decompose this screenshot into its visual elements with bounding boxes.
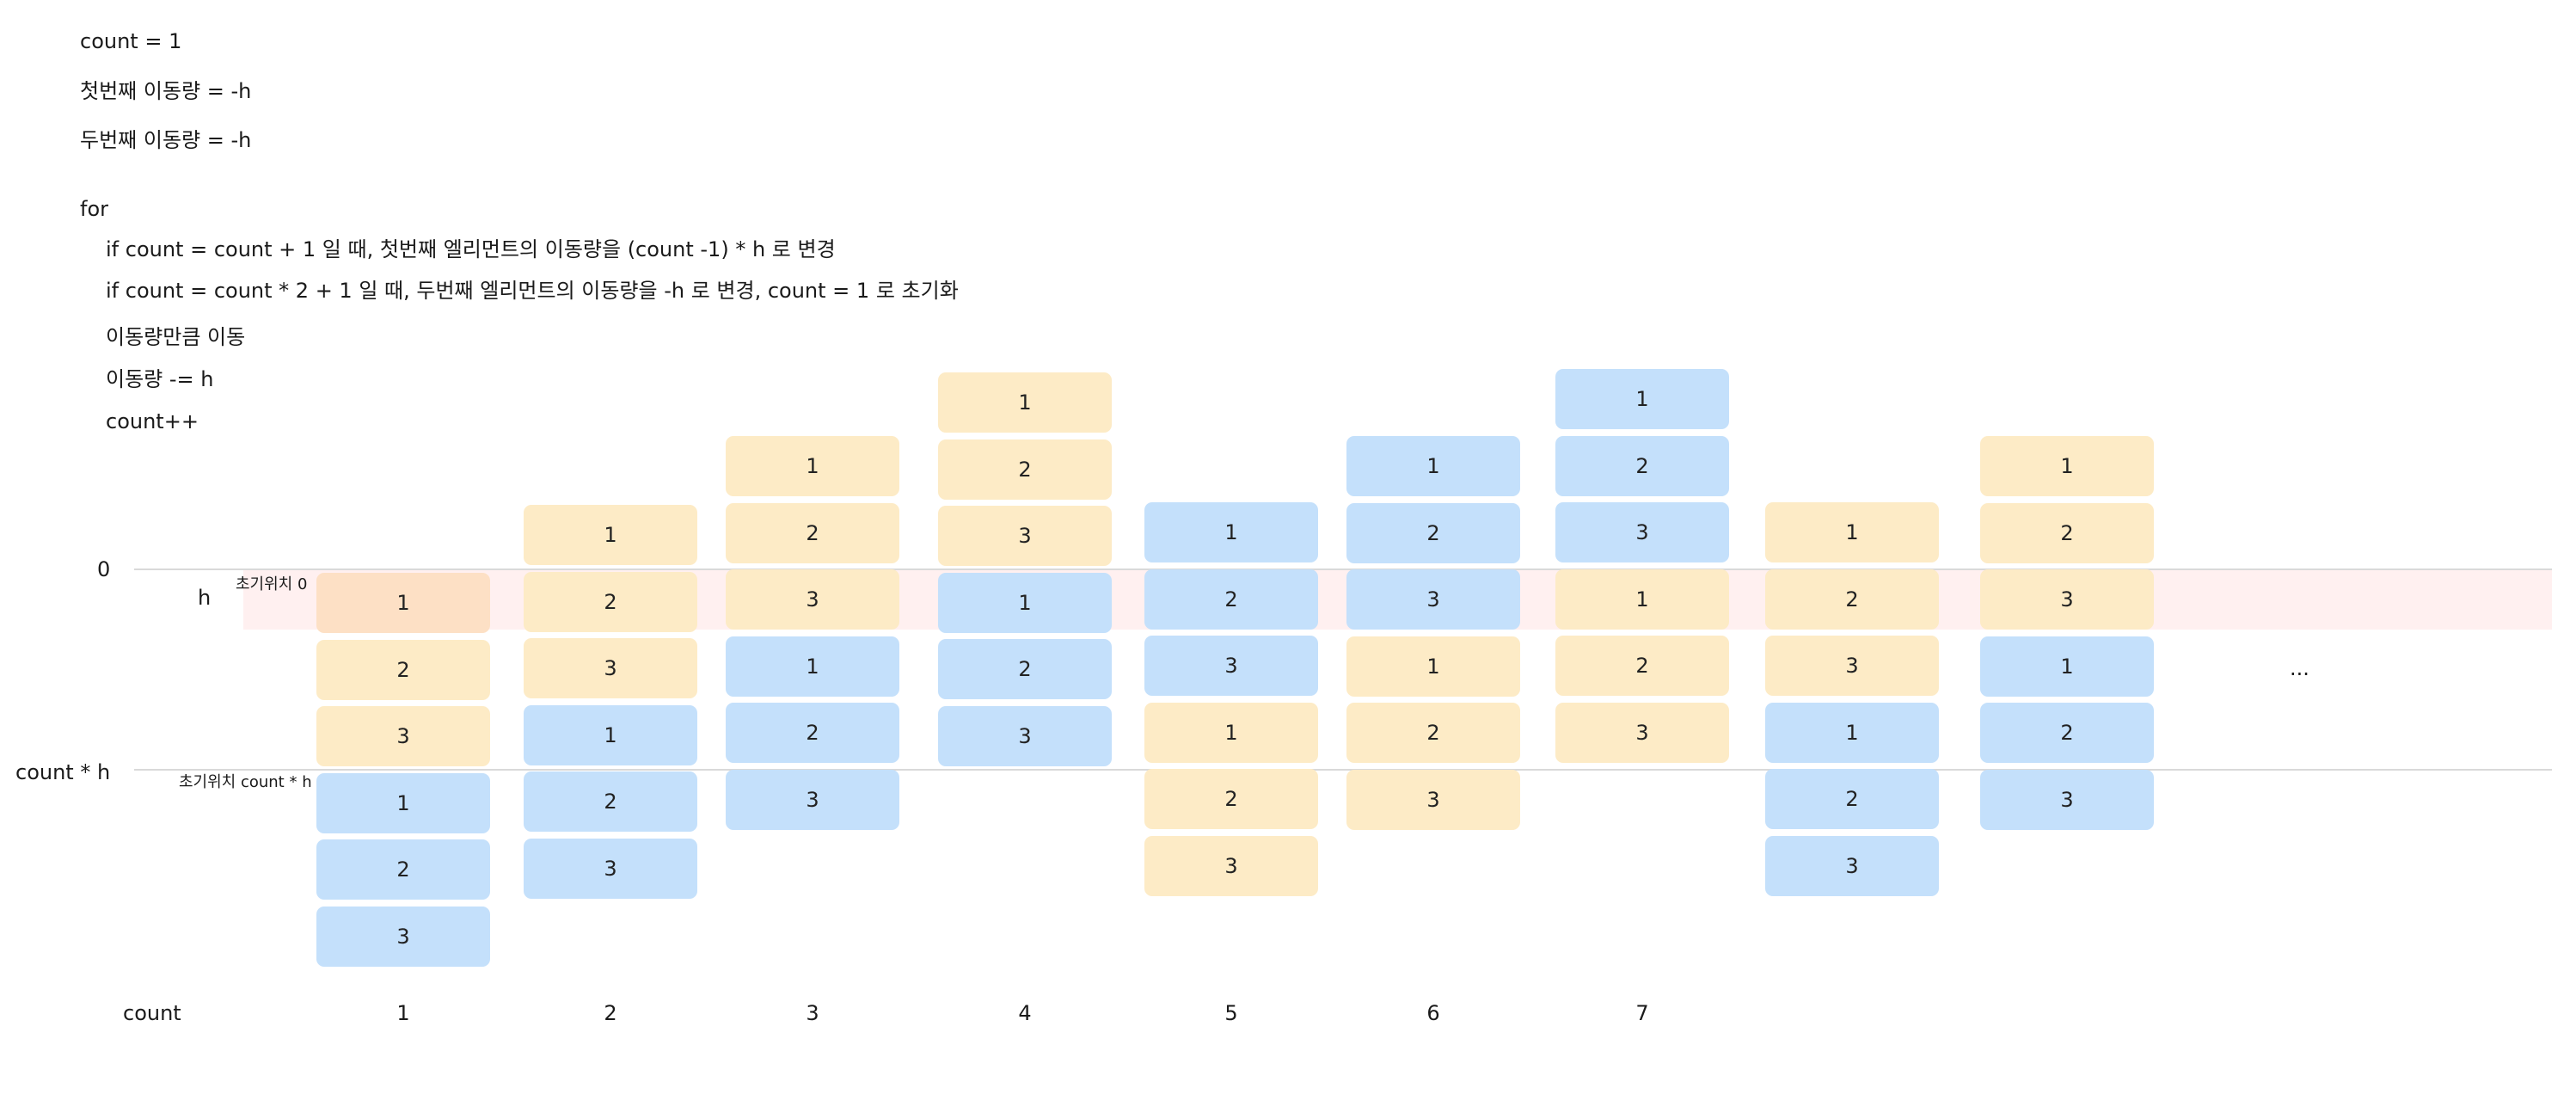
zero-label: 0	[97, 557, 111, 581]
stack-box: 3	[1144, 835, 1318, 896]
stack-box: 1	[1346, 436, 1520, 496]
count-value-label: 5	[1224, 1001, 1238, 1025]
stack-box: 3	[316, 906, 490, 967]
count-value-label: 6	[1426, 1001, 1440, 1025]
stack-box: 1	[1765, 702, 1939, 763]
stack-box: 2	[1555, 435, 1729, 496]
stack-box: 3	[1144, 636, 1318, 696]
stack-box: 1	[316, 772, 490, 833]
stack-box: 2	[938, 639, 1112, 699]
stack-box: 3	[1765, 835, 1939, 896]
stack-box: 3	[1346, 569, 1520, 630]
stack-box: 1	[938, 372, 1112, 433]
stack-box: 1	[1144, 702, 1318, 763]
initial-zero-label: 초기위치 0	[236, 575, 308, 593]
stack-box: 3	[1765, 636, 1939, 696]
h-label: h	[198, 586, 212, 610]
stack-box: 3	[316, 706, 490, 766]
code-line-increment: count++	[106, 409, 199, 433]
stack-box: 2	[726, 502, 899, 563]
zero-line	[134, 569, 2552, 570]
stack-box: 3	[524, 838, 697, 899]
stack-box: 3	[1980, 569, 2154, 630]
stack-box: 2	[1555, 636, 1729, 696]
stack-box: 2	[1765, 569, 1939, 630]
stack-box: 2	[1980, 703, 2154, 763]
count-value-label: 2	[604, 1001, 617, 1025]
code-line-count-init: count = 1	[80, 29, 182, 53]
stack-box: 1	[524, 704, 697, 765]
count-row-label: count	[123, 1001, 181, 1025]
stack-box: 3	[524, 638, 697, 698]
initial-count-h-label: 초기위치 count * h	[179, 773, 312, 791]
stack-box: 1	[316, 573, 490, 633]
stack-box: 1	[1765, 502, 1939, 562]
stack-box: 2	[524, 571, 697, 632]
code-line-if-first: if count = count + 1 일 때, 첫번째 엘리먼트의 이동량을…	[106, 237, 836, 261]
code-line-decrement: 이동량 -= h	[106, 367, 214, 391]
code-line-second-move: 두번째 이동량 = -h	[80, 128, 252, 152]
stack-box: 1	[726, 436, 899, 496]
stack-box: 2	[524, 771, 697, 832]
stack-box: 1	[938, 572, 1112, 633]
stack-box: 1	[524, 505, 697, 565]
stack-box: 1	[1346, 636, 1520, 697]
stack-box: 2	[1144, 769, 1318, 829]
stack-box: 2	[1144, 569, 1318, 630]
stack-box: 3	[726, 769, 899, 830]
stack-box: 3	[726, 569, 899, 630]
count-value-label: 4	[1018, 1001, 1032, 1025]
stack-box: 1	[1980, 636, 2154, 697]
stack-box: 2	[1765, 769, 1939, 829]
code-line-move: 이동량만큼 이동	[106, 325, 246, 349]
stack-box: 1	[1555, 569, 1729, 630]
code-line-for: for	[80, 197, 108, 221]
stack-box: 2	[1346, 502, 1520, 563]
stack-box: 1	[726, 636, 899, 697]
code-line-if-second: if count = count * 2 + 1 일 때, 두번째 엘리먼트의 …	[106, 279, 959, 303]
count-h-label: count * h	[15, 760, 111, 784]
stack-box: 3	[938, 506, 1112, 566]
stack-box: 2	[316, 639, 490, 700]
stack-box: 1	[1144, 502, 1318, 562]
count-value-label: 1	[396, 1001, 410, 1025]
stack-box: 2	[316, 839, 490, 900]
stack-box: 1	[1980, 436, 2154, 496]
ellipsis-label: ...	[2290, 656, 2309, 680]
stack-box: 2	[1980, 502, 2154, 563]
count-value-label: 7	[1635, 1001, 1649, 1025]
code-line-first-move: 첫번째 이동량 = -h	[80, 79, 252, 103]
stack-box: 3	[1555, 702, 1729, 763]
stack-box: 2	[938, 439, 1112, 500]
count-value-label: 3	[806, 1001, 819, 1025]
stack-box: 3	[938, 705, 1112, 766]
stack-box: 3	[1555, 502, 1729, 562]
count-h-line	[134, 769, 2552, 771]
stack-box: 3	[1980, 769, 2154, 830]
stack-box: 1	[1555, 369, 1729, 429]
stack-box: 2	[726, 703, 899, 763]
stack-box: 2	[1346, 703, 1520, 763]
stack-box: 3	[1346, 769, 1520, 830]
